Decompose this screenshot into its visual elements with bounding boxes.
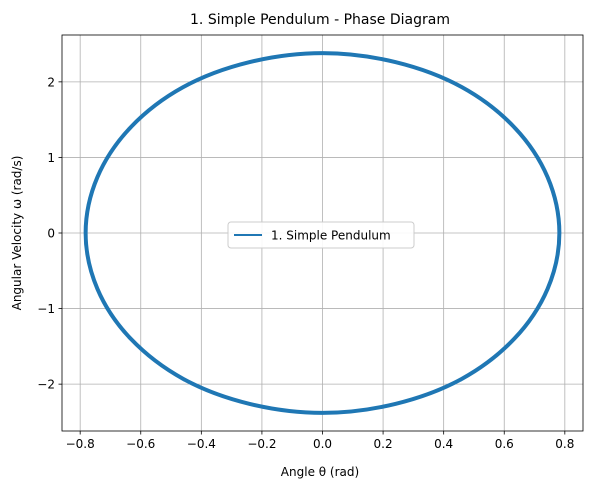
y-tick-label: −1 — [37, 302, 55, 316]
x-tick-label: 0.0 — [313, 437, 332, 451]
grid-lines — [62, 35, 583, 431]
x-tick-label: −0.2 — [247, 437, 276, 451]
legend: 1. Simple Pendulum — [227, 221, 415, 249]
x-tick-label: 0.8 — [555, 437, 574, 451]
x-tick-label: −0.8 — [66, 437, 95, 451]
chart-title: 1. Simple Pendulum - Phase Diagram — [190, 12, 450, 28]
legend-label: 1. Simple Pendulum — [271, 229, 391, 243]
x-tick-label: 0.4 — [434, 437, 453, 451]
x-tick-label: 0.2 — [374, 437, 393, 451]
y-tick-label: 1 — [47, 151, 55, 165]
y-tick-label: 0 — [47, 227, 55, 241]
legend-box — [227, 221, 415, 249]
y-tick-label: 2 — [47, 75, 55, 89]
y-axis-ticks: −2 −1 0 1 2 — [37, 75, 62, 392]
y-tick-label: −2 — [37, 378, 55, 392]
x-axis-label: Angle θ (rad) — [281, 465, 359, 479]
x-tick-label: −0.4 — [187, 437, 216, 451]
series-line — [83, 51, 562, 415]
x-tick-label: −0.6 — [126, 437, 155, 451]
y-axis-label: Angular Velocity ω (rad/s) — [10, 156, 24, 311]
series-layer — [83, 51, 562, 415]
x-axis-ticks: −0.8 −0.6 −0.4 −0.2 0.0 0.2 0.4 0.6 0.8 — [66, 431, 574, 451]
x-tick-label: 0.6 — [495, 437, 514, 451]
